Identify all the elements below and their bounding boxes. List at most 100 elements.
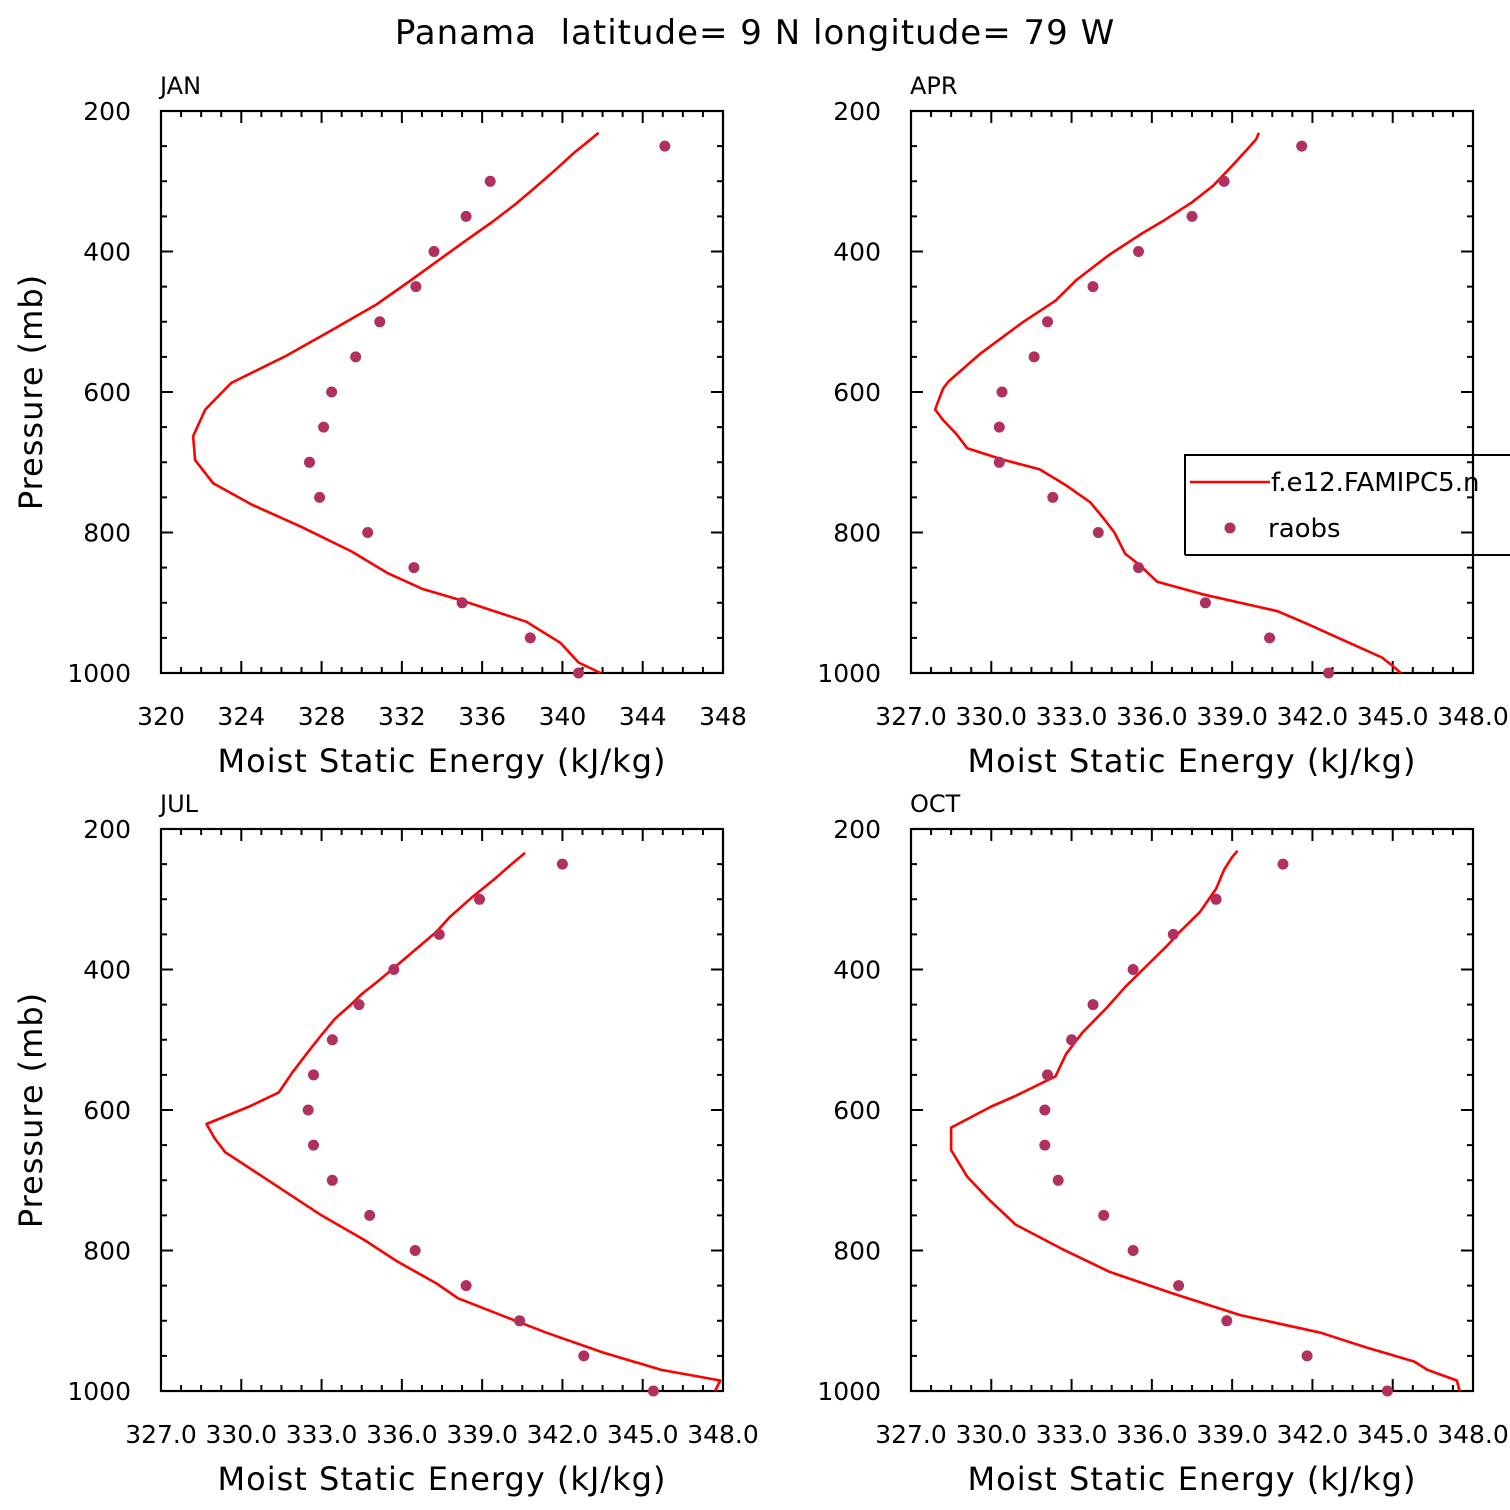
x-tick-label: 336.0 bbox=[1116, 1420, 1188, 1449]
panel-jul: 327.0 330.0 333.0 336.0 339.0 342.0 345.0 348.0… bbox=[12, 790, 759, 1498]
raobs-point bbox=[326, 1174, 338, 1186]
y-tick-label: 800 bbox=[833, 1237, 881, 1266]
raobs-point bbox=[573, 667, 584, 679]
y-tick-label: 200 bbox=[833, 815, 881, 844]
panel-apr: 327.0 330.0 333.0 336.0 339.0 342.0 345.0 348.0… bbox=[817, 72, 1508, 780]
series-line-model bbox=[949, 849, 1461, 1391]
raobs-point bbox=[1087, 281, 1099, 293]
x-tick-label: 345.0 bbox=[1357, 702, 1429, 731]
raobs-point bbox=[302, 1104, 314, 1116]
y-tick-label: 400 bbox=[83, 956, 131, 985]
x-axis-label: Moist Static Energy (kJ/kg) bbox=[218, 1460, 667, 1498]
raobs-point bbox=[1199, 597, 1211, 609]
y-tick-label: 1000 bbox=[67, 1377, 131, 1406]
raobs-point bbox=[996, 386, 1008, 398]
plot-frame bbox=[909, 827, 1475, 1393]
raobs-point bbox=[408, 562, 420, 574]
raobs-point bbox=[1133, 246, 1144, 257]
tick-marks bbox=[160, 828, 724, 1392]
x-tick-label: 336.0 bbox=[366, 1420, 438, 1449]
panel-jan: 320 324 328 332 336 340 344 348 200 400 600 800 1000… bbox=[12, 72, 747, 780]
plot-frame bbox=[909, 109, 1475, 675]
raobs-point bbox=[993, 421, 1005, 433]
y-tick-label: 600 bbox=[83, 1096, 131, 1125]
raobs-point bbox=[388, 964, 400, 975]
x-tick-label: 327.0 bbox=[875, 1420, 947, 1449]
y-tick-label: 400 bbox=[83, 238, 131, 267]
raobs-point bbox=[433, 928, 445, 940]
x-tick-label: 333.0 bbox=[1036, 702, 1108, 731]
panel-title: APR bbox=[910, 72, 958, 100]
x-tick-label: 344 bbox=[619, 702, 667, 731]
x-tick-label: 333.0 bbox=[1036, 1420, 1108, 1449]
raobs-point bbox=[1210, 893, 1222, 905]
raobs-point bbox=[1173, 1280, 1185, 1292]
raobs-point bbox=[326, 1034, 338, 1046]
series-line-model bbox=[933, 132, 1402, 673]
tick-marks bbox=[910, 828, 1474, 1392]
x-tick-label: 327.0 bbox=[125, 1420, 197, 1449]
legend-label-raobs: raobs bbox=[1268, 514, 1341, 544]
panel-title: JAN bbox=[158, 72, 201, 100]
raobs-point bbox=[1092, 527, 1104, 538]
raobs-point bbox=[1133, 562, 1144, 574]
x-axis-label: Moist Static Energy (kJ/kg) bbox=[968, 742, 1417, 780]
raobs-point bbox=[1047, 491, 1059, 503]
tick-marks bbox=[910, 110, 1474, 674]
raobs-point bbox=[1052, 1174, 1064, 1186]
x-tick-label: 348.0 bbox=[1437, 702, 1509, 731]
raobs-point bbox=[1186, 210, 1198, 222]
panel-title: JUL bbox=[158, 790, 199, 818]
x-tick-label: 336 bbox=[458, 702, 506, 731]
raobs-point bbox=[460, 210, 472, 222]
raobs-point bbox=[1323, 667, 1334, 679]
raobs-point bbox=[556, 858, 568, 870]
raobs-point bbox=[659, 140, 671, 152]
x-axis-label: Moist Static Energy (kJ/kg) bbox=[218, 742, 667, 780]
x-tick-label: 342.0 bbox=[527, 1420, 599, 1449]
raobs-point bbox=[993, 456, 1005, 468]
series-points-raobs bbox=[993, 140, 1334, 679]
series-line-model bbox=[191, 131, 602, 673]
raobs-point bbox=[1039, 1104, 1051, 1116]
panels-layer: 320 324 328 332 336 340 344 348 200 400 600 800 1000… bbox=[12, 72, 1509, 1498]
raobs-point bbox=[1218, 175, 1230, 187]
raobs-point bbox=[308, 1139, 319, 1151]
raobs-point bbox=[1277, 858, 1289, 870]
raobs-point bbox=[1066, 1034, 1078, 1046]
raobs-point bbox=[647, 1385, 659, 1397]
y-tick-label: 200 bbox=[833, 97, 881, 126]
raobs-point bbox=[428, 246, 440, 257]
raobs-point bbox=[308, 1069, 319, 1081]
x-tick-label: 320 bbox=[137, 702, 185, 731]
series-points-raobs bbox=[304, 140, 671, 679]
x-tick-label: 339.0 bbox=[446, 1420, 518, 1449]
y-tick-label: 1000 bbox=[817, 659, 881, 688]
raobs-point bbox=[350, 351, 362, 363]
x-tick-label: 324 bbox=[217, 702, 265, 731]
raobs-point bbox=[1042, 316, 1053, 328]
raobs-point bbox=[410, 281, 422, 293]
x-tick-label: 340 bbox=[539, 702, 587, 731]
raobs-point bbox=[374, 316, 386, 328]
y-tick-label: 600 bbox=[833, 378, 881, 407]
y-tick-label: 1000 bbox=[67, 659, 131, 688]
y-tick-label: 200 bbox=[83, 97, 131, 126]
raobs-point bbox=[1221, 1315, 1233, 1327]
chart-title: Panama latitude= 9 N longitude= 79 W bbox=[395, 13, 1115, 53]
legend: f.e12.FAMIPC5.n raobs bbox=[1184, 454, 1510, 556]
y-tick-label: 800 bbox=[833, 519, 881, 548]
raobs-point bbox=[1039, 1139, 1051, 1151]
y-tick-label: 400 bbox=[833, 238, 881, 267]
plot-frame bbox=[159, 827, 725, 1393]
raobs-point bbox=[1042, 1069, 1053, 1081]
raobs-point bbox=[474, 893, 485, 905]
raobs-point bbox=[1381, 1385, 1393, 1397]
raobs-point bbox=[1028, 351, 1040, 363]
x-tick-label: 327.0 bbox=[875, 702, 947, 731]
x-tick-label: 339.0 bbox=[1196, 702, 1268, 731]
x-axis-label: Moist Static Energy (kJ/kg) bbox=[968, 1460, 1417, 1498]
raobs-point bbox=[353, 999, 365, 1011]
legend-label-model: f.e12.FAMIPC5.n bbox=[1271, 468, 1479, 498]
